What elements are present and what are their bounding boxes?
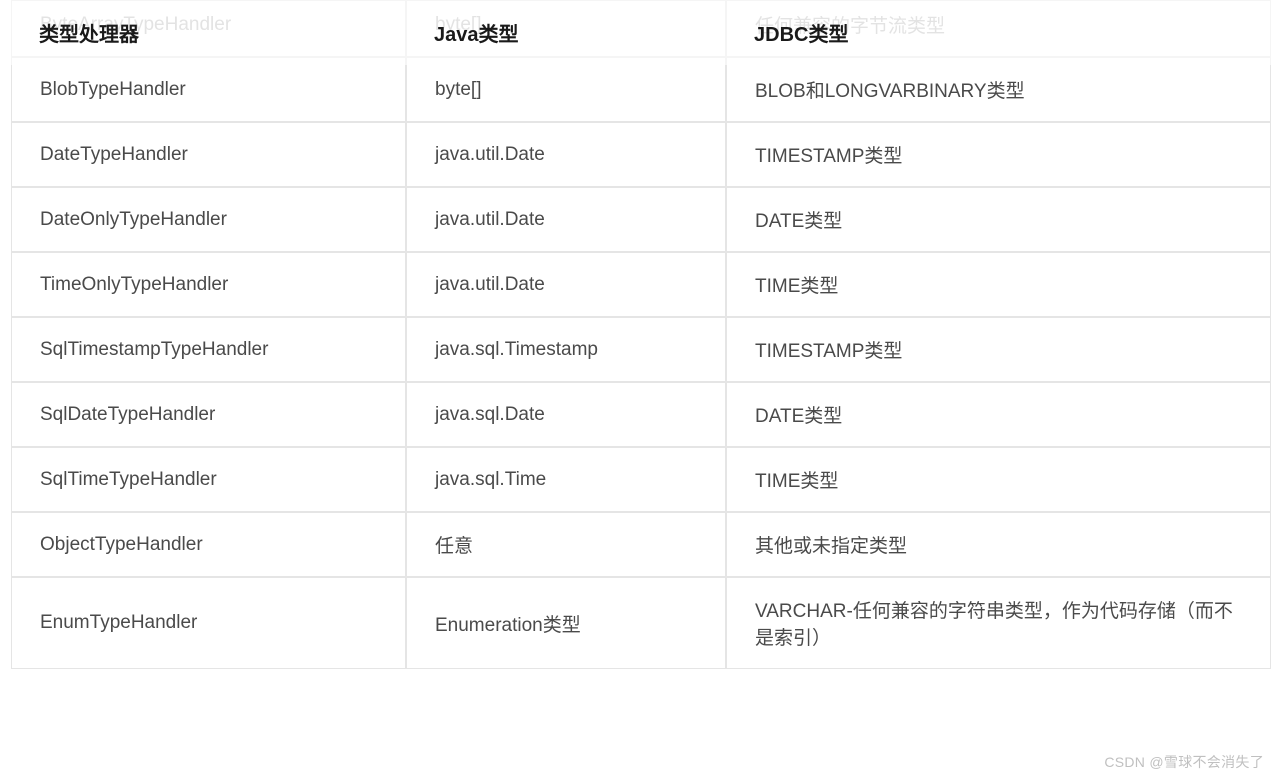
cell-handler: SqlDateTypeHandler <box>11 382 406 447</box>
table-header: 类型处理器 Java类型 JDBC类型 <box>11 0 1271 65</box>
header-type-handler: 类型处理器 <box>11 0 406 65</box>
cell-jdbc: VARCHAR-任何兼容的字符串类型，作为代码存储（而不是索引） <box>726 577 1271 669</box>
type-handler-table: ByteArrayTypeHandler byte[] 任何兼容的字节流类型 B… <box>11 0 1271 669</box>
table-row: TimeOnlyTypeHandler java.util.Date TIME类… <box>11 252 1271 317</box>
cell-handler: EnumTypeHandler <box>11 577 406 669</box>
type-handler-table-container: ByteArrayTypeHandler byte[] 任何兼容的字节流类型 B… <box>11 0 1271 669</box>
cell-handler: DateTypeHandler <box>11 122 406 187</box>
cell-java: java.sql.Time <box>406 447 726 512</box>
cell-jdbc: TIMESTAMP类型 <box>726 122 1271 187</box>
cell-jdbc: BLOB和LONGVARBINARY类型 <box>726 57 1271 122</box>
table-row: DateTypeHandler java.util.Date TIMESTAMP… <box>11 122 1271 187</box>
cell-jdbc: DATE类型 <box>726 382 1271 447</box>
cell-jdbc: TIME类型 <box>726 447 1271 512</box>
cell-java: byte[] <box>406 57 726 122</box>
table-row: BlobTypeHandler byte[] BLOB和LONGVARBINAR… <box>11 57 1271 122</box>
cell-jdbc: DATE类型 <box>726 187 1271 252</box>
cell-jdbc: TIME类型 <box>726 252 1271 317</box>
table-row: SqlDateTypeHandler java.sql.Date DATE类型 <box>11 382 1271 447</box>
table-row: EnumTypeHandler Enumeration类型 VARCHAR-任何… <box>11 577 1271 669</box>
watermark: CSDN @雪球不会消失了 <box>1104 752 1264 772</box>
cell-handler: TimeOnlyTypeHandler <box>11 252 406 317</box>
cell-handler: ObjectTypeHandler <box>11 512 406 577</box>
table-row: ObjectTypeHandler 任意 其他或未指定类型 <box>11 512 1271 577</box>
cell-java: java.sql.Date <box>406 382 726 447</box>
cell-jdbc: TIMESTAMP类型 <box>726 317 1271 382</box>
table-row: SqlTimeTypeHandler java.sql.Time TIME类型 <box>11 447 1271 512</box>
cell-handler: SqlTimeTypeHandler <box>11 447 406 512</box>
cell-java: Enumeration类型 <box>406 577 726 669</box>
table-body: ByteArrayTypeHandler byte[] 任何兼容的字节流类型 B… <box>11 0 1271 669</box>
cell-java: java.sql.Timestamp <box>406 317 726 382</box>
cell-handler: DateOnlyTypeHandler <box>11 187 406 252</box>
cell-java: java.util.Date <box>406 252 726 317</box>
table-row: SqlTimestampTypeHandler java.sql.Timesta… <box>11 317 1271 382</box>
cell-java: 任意 <box>406 512 726 577</box>
cell-handler: SqlTimestampTypeHandler <box>11 317 406 382</box>
header-java-type: Java类型 <box>406 0 726 65</box>
header-jdbc-type: JDBC类型 <box>726 0 1271 65</box>
table-row: DateOnlyTypeHandler java.util.Date DATE类… <box>11 187 1271 252</box>
cell-handler: BlobTypeHandler <box>11 57 406 122</box>
cell-java: java.util.Date <box>406 122 726 187</box>
cell-java: java.util.Date <box>406 187 726 252</box>
cell-jdbc: 其他或未指定类型 <box>726 512 1271 577</box>
